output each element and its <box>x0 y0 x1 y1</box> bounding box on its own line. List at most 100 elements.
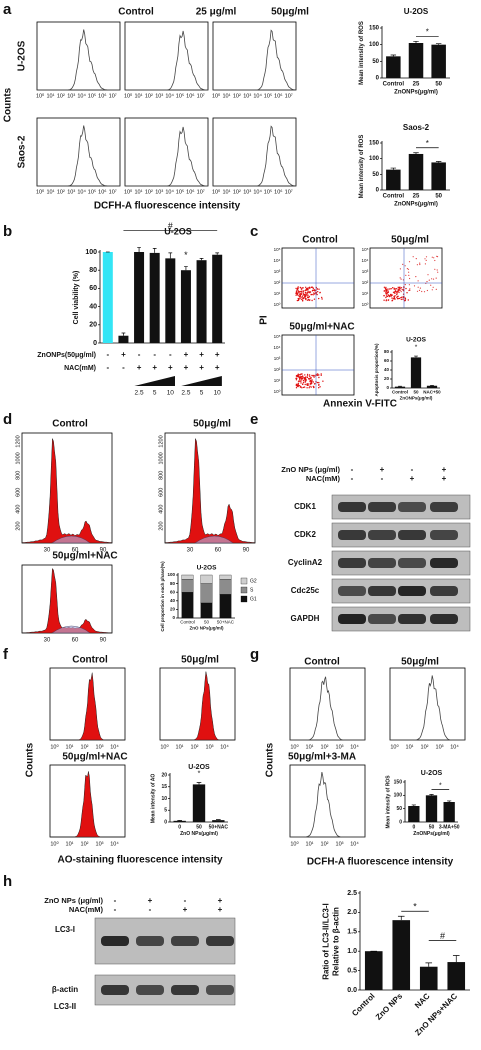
cell-dot <box>431 256 433 258</box>
panel-labels: a b c d e f g h <box>3 1 259 890</box>
cell-dot <box>306 387 308 389</box>
y-tick-label: 5 <box>164 808 167 814</box>
y-tick-label: 15 <box>161 784 167 790</box>
cell-dot <box>306 289 308 291</box>
error-bar <box>390 54 397 57</box>
cell-dot <box>437 271 439 273</box>
cell-dot <box>300 298 303 300</box>
cell-dot <box>297 374 299 377</box>
y-tick-label: 100 <box>394 793 403 799</box>
cell-dot <box>391 299 394 301</box>
cell-dot <box>318 387 320 389</box>
label: 10⁴ <box>350 840 359 847</box>
label: 30 <box>187 548 194 554</box>
cell-dot <box>383 290 386 292</box>
label: 10³ <box>155 93 163 99</box>
cell-dot <box>402 279 404 281</box>
cell-dot <box>435 288 437 290</box>
y-tick-label: 1.0 <box>347 948 357 955</box>
label: 10⁰ <box>50 840 59 847</box>
label: * <box>413 902 417 912</box>
label: 10⁶ <box>274 188 282 195</box>
bar <box>447 962 466 990</box>
cell-dot <box>295 379 298 381</box>
label: 10⁴ <box>450 743 459 750</box>
cell-dot <box>301 296 303 298</box>
cell-dot <box>306 299 309 301</box>
label: 50 <box>435 82 442 88</box>
x-tick-label: NAC <box>413 991 432 1010</box>
y-tick-label: 2.0 <box>347 909 357 916</box>
label: + <box>218 905 223 914</box>
cell-dot <box>313 374 315 377</box>
cell-dot <box>311 293 313 296</box>
cell-dot <box>388 295 390 298</box>
label: 10⁶ <box>98 92 106 99</box>
plot-frame <box>159 667 236 741</box>
cell-dot <box>311 382 313 385</box>
label: 5 <box>200 390 204 397</box>
bar <box>408 806 420 822</box>
label: 10⁶ <box>186 188 194 195</box>
cell-dot <box>299 379 301 381</box>
label: 10¹ <box>223 189 231 195</box>
cell-dot <box>295 387 298 389</box>
cell-dot <box>396 288 398 290</box>
cell-dot <box>308 387 310 389</box>
y-tick-label: 80 <box>170 581 176 586</box>
label: - <box>184 896 187 905</box>
cell-dot <box>295 290 298 292</box>
y-tick-label: 20 <box>161 772 167 778</box>
cell-dot <box>305 376 307 378</box>
cell-dot <box>385 286 387 289</box>
histogram <box>164 438 256 544</box>
y-tick-label: 80 <box>384 349 390 354</box>
cell-dot <box>295 377 297 380</box>
error-bar <box>397 915 405 921</box>
cell-dot <box>295 287 297 290</box>
cell-dot <box>394 292 396 294</box>
label: * <box>415 344 418 351</box>
histogram <box>21 438 113 544</box>
x-tick-label: Control <box>350 992 376 1018</box>
cell-dot <box>312 381 314 383</box>
plot-frame <box>281 334 355 396</box>
bar <box>386 56 401 78</box>
label: 10⁵ <box>264 92 272 99</box>
bar-segment <box>219 594 232 619</box>
bar <box>443 802 455 822</box>
cell-dot <box>313 383 316 385</box>
error-bar <box>215 252 220 255</box>
cell-dot <box>301 295 304 297</box>
error-bar <box>390 167 397 170</box>
label: 50+NAC <box>209 824 229 830</box>
plot-frame <box>21 432 113 544</box>
cell-dot <box>400 278 402 280</box>
label: 50 <box>196 824 202 830</box>
label: 50 <box>204 620 210 625</box>
cell-dot <box>398 297 400 300</box>
label: U-2OS <box>164 226 192 236</box>
cell-dot <box>311 299 313 302</box>
cell-dot <box>384 287 387 290</box>
cell-dot <box>318 374 320 376</box>
cell-dot <box>312 287 314 289</box>
cell-dot <box>309 385 311 387</box>
cell-dot <box>300 290 302 293</box>
cell-dot <box>398 286 400 289</box>
plot-frame <box>281 247 355 309</box>
plot-frame <box>21 564 113 634</box>
error-bar <box>413 40 419 43</box>
treatment: NAC(mM) <box>306 474 341 483</box>
cell-dot <box>300 380 302 383</box>
cell-dot <box>300 386 302 388</box>
cell-dot <box>305 286 307 288</box>
cell-dot <box>425 256 428 258</box>
tick-label: 800 <box>15 471 21 480</box>
cell-dot <box>302 293 305 295</box>
legend-label: G1 <box>250 596 257 602</box>
cell-dot <box>308 378 310 380</box>
error-bar <box>413 152 419 154</box>
cell-dot <box>408 261 411 263</box>
label: CyclinA2 <box>288 558 323 567</box>
